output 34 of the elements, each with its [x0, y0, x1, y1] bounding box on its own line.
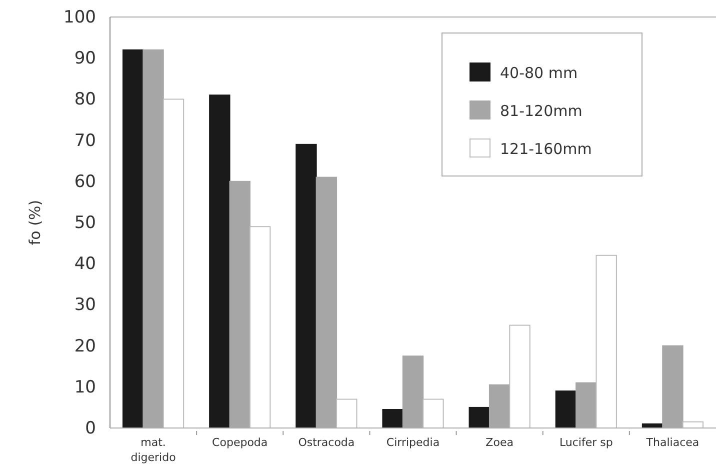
bar: [336, 398, 358, 428]
bar: [209, 94, 230, 428]
bar: [382, 409, 404, 428]
y-tick-label: 40: [74, 254, 96, 274]
y-axis-title: fo (%): [26, 200, 44, 246]
bar: [422, 398, 444, 428]
legend-label: 81-120mm: [500, 102, 582, 120]
x-tick-label: Copepoda: [212, 436, 268, 449]
bar: [296, 144, 317, 428]
x-tick-label: Ostracoda: [298, 436, 355, 449]
y-tick-label: 10: [74, 377, 96, 398]
x-tick-label: Thaliacea: [645, 436, 700, 449]
y-tick-label: 100: [64, 7, 96, 28]
y-tick-label: 70: [74, 130, 96, 151]
x-tick-label: Lucifer sp: [559, 436, 613, 449]
x-tick-label: Zoea: [486, 436, 514, 449]
legend-label: 40-80 mm: [500, 64, 578, 82]
bar: [162, 98, 184, 428]
y-tick-label: 20: [74, 336, 96, 356]
bar: [596, 254, 617, 428]
y-tick-label: 60: [74, 172, 96, 192]
bar: [122, 49, 144, 428]
y-tick-label: 80: [74, 90, 96, 110]
bar: [249, 226, 271, 428]
y-tick-label: 90: [74, 48, 96, 69]
bar: [555, 390, 577, 428]
y-tick-label: 30: [74, 295, 96, 316]
bar: [509, 324, 530, 428]
x-tick-label: mat. digerido: [130, 436, 176, 464]
y-tick-label: 0: [85, 418, 96, 438]
x-tick-label: Cirripedia: [386, 436, 440, 449]
legend-label: 121-160mm: [500, 140, 592, 158]
bar: [468, 406, 490, 428]
y-tick-label: 50: [74, 212, 96, 233]
